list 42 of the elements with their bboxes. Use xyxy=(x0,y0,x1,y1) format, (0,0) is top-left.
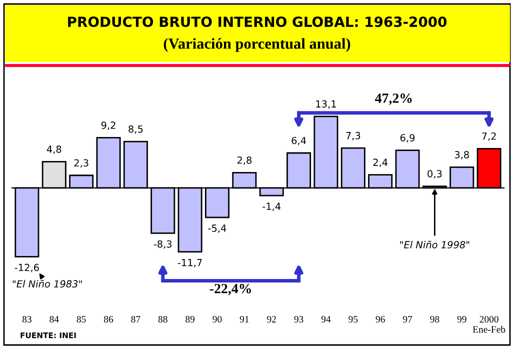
x-tick-label: 83 xyxy=(22,316,32,323)
x-tick-label: 84 xyxy=(50,316,59,323)
x-tick-label: 94 xyxy=(321,316,331,323)
chart-subtitle: (Variación porcentual anual) xyxy=(164,38,350,52)
data-label: 2,3 xyxy=(74,159,88,168)
x-tick-label: 96 xyxy=(376,316,385,323)
x-tick-label: 2000 Ene-Feb xyxy=(472,316,506,333)
data-label: -12,6 xyxy=(14,264,39,272)
data-label: -1,4 xyxy=(262,202,281,212)
data-label: 8,5 xyxy=(128,125,143,134)
annotation: "El Niño 1983" xyxy=(12,280,82,288)
text: -22,4% xyxy=(210,284,251,296)
x-tick-label: 95 xyxy=(348,316,358,323)
data-label: 2,4 xyxy=(373,158,388,167)
chart-title: PRODUCTO BRUTO INTERNO GLOBAL: 1963-2000 xyxy=(68,16,447,28)
data-label: -5,4 xyxy=(208,224,226,233)
x-tick-label: 85 xyxy=(76,316,86,323)
x-tick-label: 99 xyxy=(457,316,466,323)
data-label: 9,2 xyxy=(101,122,116,130)
x-tick-label: 87 xyxy=(131,316,140,323)
x-tick-label: 97 xyxy=(402,316,412,323)
data-label: 7,2 xyxy=(482,132,496,141)
x-tick-label: 88 xyxy=(158,316,168,323)
data-label: 6,9 xyxy=(400,134,415,142)
x-tick-label: 89 xyxy=(186,316,195,323)
text: 47,2% xyxy=(375,94,412,105)
x-tick-label: 90 xyxy=(212,316,222,323)
annotation: "El Niño 1998" xyxy=(400,240,470,248)
x-tick-label: 91 xyxy=(240,316,249,323)
data-label: 7,3 xyxy=(346,132,360,140)
x-tick-label: 98 xyxy=(430,316,440,323)
data-label: -8,3 xyxy=(154,240,172,249)
data-label: 3,8 xyxy=(454,151,469,160)
data-label: 4,8 xyxy=(46,146,62,154)
data-label: 2,8 xyxy=(237,156,252,165)
data-label: 6,4 xyxy=(292,136,306,146)
data-label: 13,1 xyxy=(316,100,336,109)
x-tick-label: 86 xyxy=(104,316,114,323)
data-label: 0,3 xyxy=(428,170,442,178)
x-tick-label: 93 xyxy=(294,316,304,323)
x-tick-label: 92 xyxy=(267,316,276,323)
data-label: -11,7 xyxy=(178,259,202,268)
